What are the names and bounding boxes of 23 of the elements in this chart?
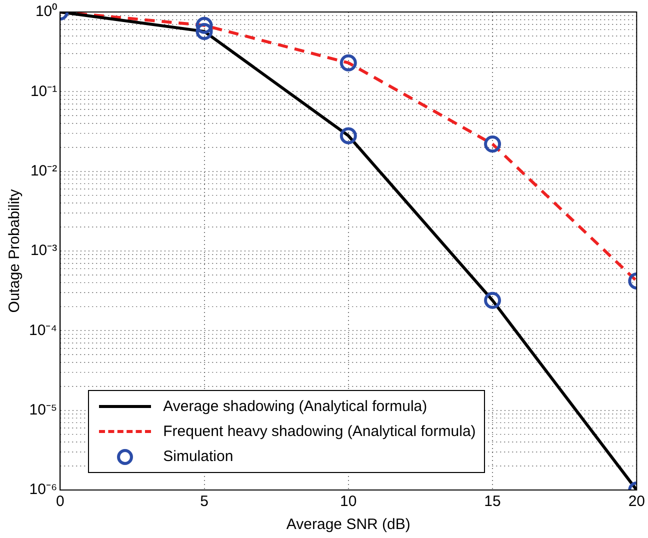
y-tick-label: 10⁻⁶ xyxy=(29,481,58,498)
point xyxy=(196,22,213,40)
y-tick-label: 10⁻⁵ xyxy=(29,401,58,418)
point xyxy=(340,54,357,72)
point xyxy=(196,16,213,34)
x-tick-label: 20 xyxy=(628,493,645,510)
x-tick-label: 15 xyxy=(484,493,501,510)
legend-label: Frequent heavy shadowing (Analytical formula) xyxy=(163,422,476,442)
y-tick-label: 10⁻⁴ xyxy=(28,322,58,339)
y-tick-label: 10⁻¹ xyxy=(30,82,58,100)
x-tick-label: 5 xyxy=(200,493,208,510)
legend-label: Average shadowing (Analytical formula) xyxy=(163,397,428,417)
point xyxy=(340,127,357,144)
legend-label: Simulation xyxy=(163,447,234,467)
y-tick-label: 10⁻³ xyxy=(30,242,58,260)
y-tick-label: 10⁰ xyxy=(35,3,58,20)
x-tick-label: 0 xyxy=(56,493,64,510)
x-axis-title: Average SNR (dB) xyxy=(286,516,410,534)
x-tick-label: 10 xyxy=(340,493,357,510)
point xyxy=(484,136,502,153)
y-tick-label: 10⁻² xyxy=(30,162,58,180)
point xyxy=(484,292,502,309)
y-axis-title: Outage Probability xyxy=(6,188,24,313)
